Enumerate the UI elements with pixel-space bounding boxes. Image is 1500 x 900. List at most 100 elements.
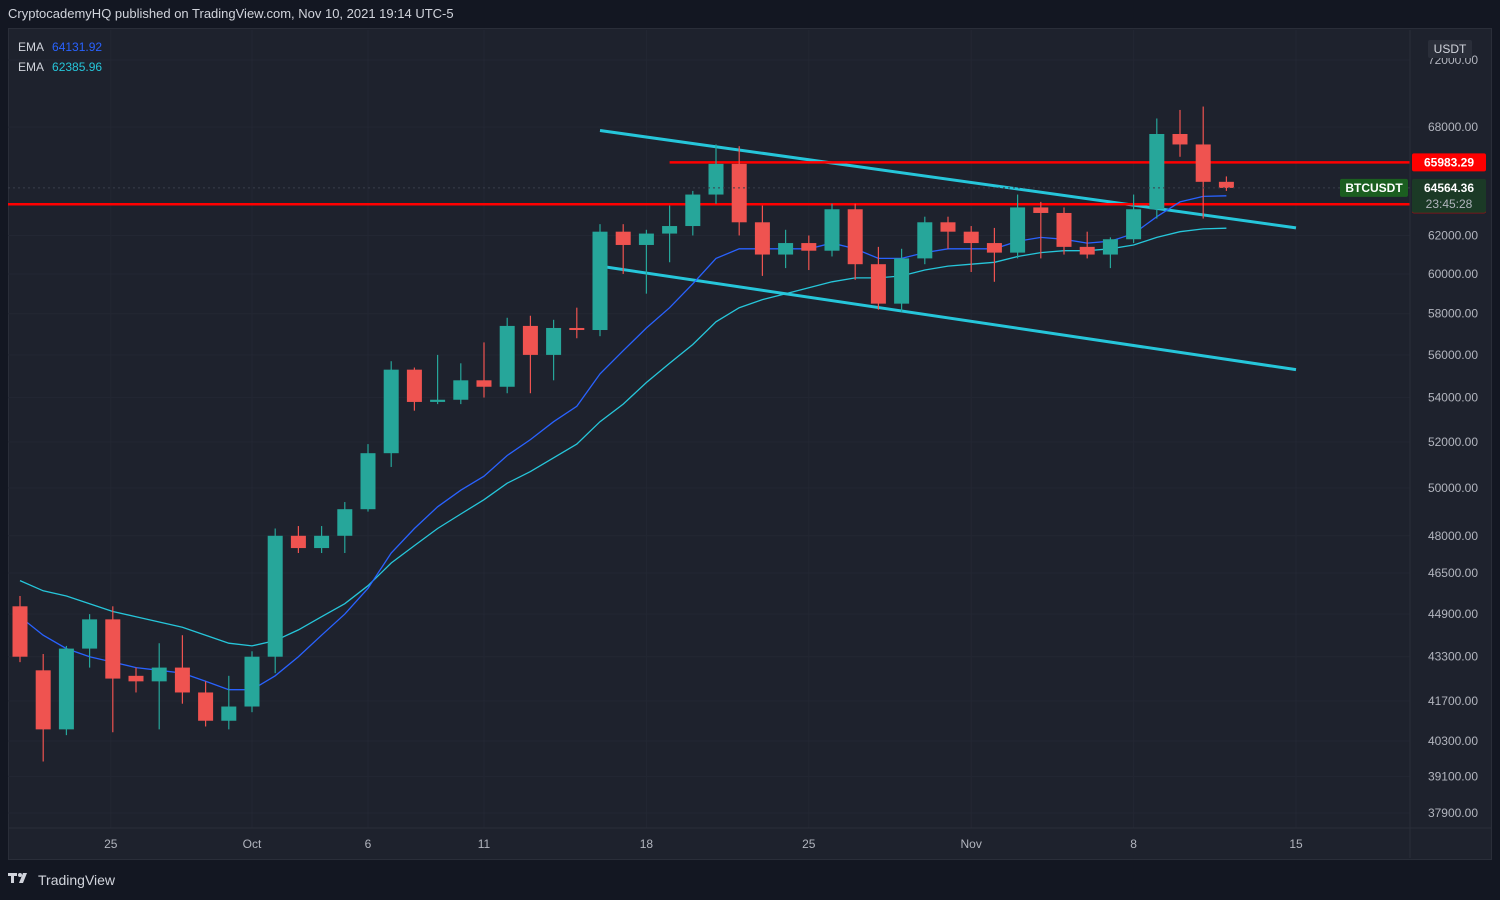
- upper-channel-trendline: [599, 129, 1297, 230]
- y-tick-label: 56000.00: [1428, 348, 1478, 362]
- legend-ema-fast[interactable]: EMA 64131.92: [18, 40, 102, 54]
- x-tick-label: 18: [640, 837, 654, 851]
- candle-body: [754, 222, 770, 255]
- candle-body: [1149, 133, 1165, 210]
- candle-body: [1195, 144, 1211, 182]
- publisher-header: CryptocademyHQ published on TradingView.…: [8, 6, 454, 21]
- footer-brand[interactable]: TradingView: [38, 872, 116, 888]
- candle-body: [569, 327, 585, 331]
- candle: [1149, 118, 1165, 219]
- candle-body: [383, 369, 399, 454]
- candle: [499, 317, 515, 394]
- y-tick-label: 48000.00: [1428, 529, 1478, 543]
- y-tick-label: 58000.00: [1428, 307, 1478, 321]
- candle: [476, 342, 492, 398]
- candle-body: [105, 619, 121, 679]
- candle: [383, 361, 399, 467]
- candle-countdown: 23:45:28: [1426, 197, 1473, 211]
- candle: [731, 146, 747, 236]
- candle: [35, 653, 51, 762]
- ema-lines: [19, 195, 1227, 691]
- candle-body: [406, 369, 422, 402]
- last-price-tag-bg: [1412, 178, 1486, 213]
- candle-body: [1010, 207, 1026, 253]
- candle-body: [963, 231, 979, 244]
- candle: [778, 229, 794, 269]
- x-tick-label: 25: [802, 837, 816, 851]
- y-tick-label: 68000.00: [1428, 120, 1478, 134]
- candle: [963, 226, 979, 272]
- level-price-tag: 65983.29: [1424, 155, 1474, 169]
- candle: [917, 216, 933, 265]
- candle: [1102, 237, 1118, 269]
- y-tick-label: 40300.00: [1428, 734, 1478, 748]
- candle: [940, 216, 956, 249]
- legend-ema-slow[interactable]: EMA 62385.96: [18, 60, 102, 74]
- candle-body: [685, 194, 701, 227]
- y-tick-label: 41700.00: [1428, 694, 1478, 708]
- candle: [58, 645, 74, 736]
- candle: [453, 363, 469, 405]
- candle-body: [174, 667, 190, 693]
- candle-body: [731, 163, 747, 223]
- candle: [198, 681, 214, 727]
- candle-body: [1172, 133, 1188, 145]
- candle: [12, 595, 28, 663]
- y-tick-label: 39100.00: [1428, 769, 1478, 783]
- y-tick-label: 62000.00: [1428, 228, 1478, 242]
- candle-body: [360, 453, 376, 510]
- y-tick-label: 46500.00: [1428, 566, 1478, 580]
- candle-body: [662, 226, 678, 234]
- candle-body: [290, 535, 306, 549]
- grid-lines: [8, 30, 1410, 828]
- legend-ema-fast-value: 64131.92: [52, 40, 103, 54]
- ema-fast-line: [19, 195, 1227, 691]
- candle-body: [198, 692, 214, 721]
- candle-body: [615, 231, 631, 245]
- legend-ema-slow-value: 62385.96: [52, 60, 103, 74]
- candle: [174, 635, 190, 704]
- candle-body: [476, 380, 492, 387]
- y-tick-label: 50000.00: [1428, 481, 1478, 495]
- candle: [615, 224, 631, 274]
- level-price-tag-bg: [1412, 153, 1486, 172]
- x-tick-label: Oct: [243, 837, 262, 851]
- candle-body: [1102, 239, 1118, 255]
- chart-pane[interactable]: [8, 28, 1492, 860]
- x-tick-label: 11: [478, 837, 491, 851]
- candle-body: [82, 619, 98, 649]
- y-tick-label: 43300.00: [1428, 650, 1478, 664]
- candle-body: [314, 535, 330, 549]
- candle-body: [430, 399, 446, 402]
- candle-body: [870, 264, 886, 304]
- candle-body: [221, 706, 237, 721]
- candle-body: [986, 243, 1002, 253]
- candle-body: [522, 325, 538, 355]
- candle: [1172, 109, 1188, 157]
- candle: [105, 606, 121, 733]
- candle: [662, 205, 678, 263]
- candle-body: [1079, 246, 1095, 255]
- candle: [1033, 201, 1049, 259]
- candle-body: [708, 163, 724, 195]
- candle-body: [453, 380, 469, 400]
- candle: [986, 227, 1002, 282]
- candle: [546, 319, 562, 381]
- candle: [267, 528, 283, 674]
- candle: [685, 190, 701, 236]
- candle: [314, 526, 330, 554]
- y-tick-label: 52000.00: [1428, 435, 1478, 449]
- candle-body: [128, 675, 144, 682]
- x-tick-label: Nov: [961, 837, 982, 851]
- ema-slow-line: [19, 227, 1227, 647]
- currency-badge[interactable]: USDT: [1428, 40, 1472, 58]
- candle-body: [824, 209, 840, 251]
- candle: [337, 502, 353, 554]
- symbol-tag: BTCUSDT: [1345, 181, 1403, 195]
- tradingview-logo-icon[interactable]: [8, 871, 32, 889]
- candle: [708, 144, 724, 204]
- candle: [151, 643, 167, 730]
- last-price-value: 64564.36: [1424, 181, 1474, 195]
